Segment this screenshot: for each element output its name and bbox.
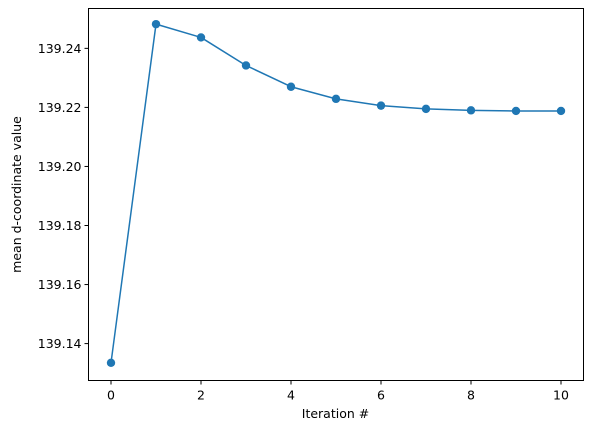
x-tick-label: 8 bbox=[467, 388, 475, 403]
data-point bbox=[331, 94, 341, 104]
data-point bbox=[106, 358, 116, 367]
y-axis: 139.14 139.16 139.18 139.20 139.22 139.24 bbox=[38, 41, 89, 351]
plot-area bbox=[106, 19, 566, 367]
data-point bbox=[151, 19, 161, 29]
data-point bbox=[421, 104, 431, 114]
y-tick-label: 139.24 bbox=[38, 41, 82, 56]
data-point bbox=[376, 101, 386, 110]
axes-frame bbox=[88, 8, 584, 381]
y-tick-label: 139.20 bbox=[38, 159, 82, 174]
y-tick-label: 139.14 bbox=[38, 336, 82, 351]
x-axis-label: Iteration # bbox=[302, 406, 369, 421]
y-axis-label: mean d-coordinate value bbox=[9, 116, 24, 273]
x-tick-label: 6 bbox=[377, 388, 385, 403]
x-tick-label: 10 bbox=[553, 388, 569, 403]
y-tick-label: 139.18 bbox=[38, 218, 82, 233]
series-line bbox=[110, 23, 561, 363]
x-tick-label: 0 bbox=[107, 388, 115, 403]
data-point bbox=[286, 82, 296, 91]
data-point bbox=[466, 106, 476, 115]
data-point bbox=[511, 106, 521, 116]
data-point bbox=[196, 33, 206, 42]
x-axis: 0 2 4 6 8 10 bbox=[107, 380, 569, 403]
data-point bbox=[241, 61, 251, 70]
data-point bbox=[556, 106, 566, 116]
y-tick-label: 139.16 bbox=[38, 277, 82, 292]
x-tick-label: 4 bbox=[287, 388, 295, 403]
y-tick-label: 139.22 bbox=[38, 100, 82, 115]
x-tick-label: 2 bbox=[197, 388, 205, 403]
